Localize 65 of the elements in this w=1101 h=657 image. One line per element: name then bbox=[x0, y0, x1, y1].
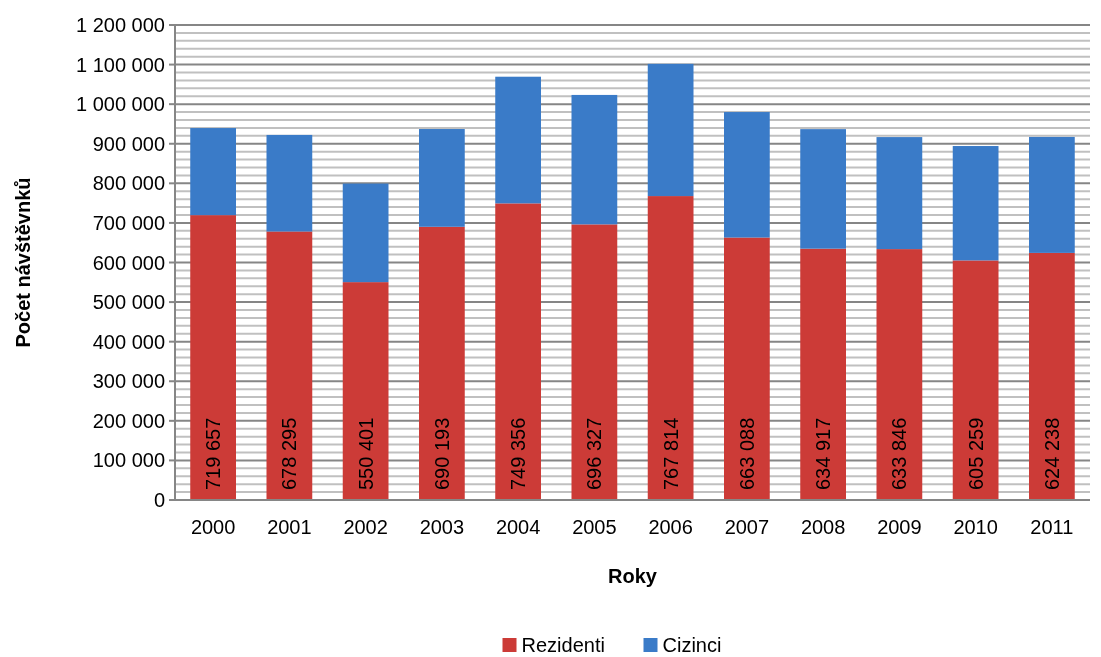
x-tick-label: 2006 bbox=[648, 516, 693, 538]
y-tick-label: 200 000 bbox=[92, 409, 165, 432]
bar bbox=[952, 260, 999, 500]
y-tick-label: 100 000 bbox=[92, 449, 165, 472]
bar bbox=[1029, 136, 1075, 253]
x-tick-label: 2007 bbox=[724, 516, 770, 538]
x-tick-label: 2001 bbox=[267, 516, 312, 538]
y-tick-label: 1 200 000 bbox=[76, 14, 165, 36]
bar bbox=[342, 183, 389, 283]
x-tick-label: 2011 bbox=[1030, 516, 1074, 538]
x-tick-label: 2009 bbox=[877, 516, 922, 538]
bar bbox=[647, 63, 694, 197]
data-label: 696 327 bbox=[583, 417, 606, 490]
bar bbox=[495, 203, 541, 500]
y-tick-label: 400 000 bbox=[92, 330, 165, 353]
bar bbox=[800, 129, 846, 249]
bar bbox=[876, 249, 923, 500]
x-tick-label: 2000 bbox=[190, 516, 236, 538]
data-label: 690 193 bbox=[430, 417, 453, 490]
y-tick-label: 1 100 000 bbox=[76, 53, 165, 76]
x-tick-label: 2003 bbox=[419, 516, 465, 538]
bar bbox=[266, 231, 313, 500]
data-label: 719 657 bbox=[202, 417, 225, 490]
y-tick-label: 500 000 bbox=[92, 291, 165, 314]
data-label: 634 917 bbox=[812, 417, 835, 490]
bar bbox=[724, 112, 770, 238]
x-tick-label: 2004 bbox=[495, 516, 541, 538]
bar bbox=[495, 76, 541, 204]
data-label: 678 295 bbox=[278, 417, 301, 490]
bar bbox=[190, 215, 236, 500]
x-tick-label: 2005 bbox=[572, 516, 617, 538]
data-label: 605 259 bbox=[964, 417, 987, 490]
data-label: 550 401 bbox=[354, 417, 377, 490]
y-axis-title: Počet návštěvnků bbox=[12, 177, 34, 348]
bar bbox=[419, 129, 465, 227]
y-tick-label: 300 000 bbox=[92, 370, 165, 393]
bar bbox=[419, 226, 465, 500]
bar bbox=[647, 196, 694, 500]
y-tick-label: 0 bbox=[153, 489, 165, 511]
legend-label: Rezidenti bbox=[521, 634, 605, 656]
y-tick-label: 800 000 bbox=[92, 172, 165, 195]
data-label: 624 238 bbox=[1040, 417, 1063, 490]
y-tick-label: 700 000 bbox=[92, 211, 165, 234]
bar bbox=[266, 134, 313, 232]
legend-label: Cizinci bbox=[662, 634, 722, 656]
data-label: 749 356 bbox=[507, 417, 530, 490]
bar bbox=[724, 237, 770, 500]
bar bbox=[571, 94, 618, 225]
bar bbox=[1029, 252, 1075, 500]
bar bbox=[190, 128, 236, 216]
x-tick-label: 2002 bbox=[343, 516, 388, 538]
data-label: 663 088 bbox=[735, 417, 758, 490]
bar bbox=[342, 282, 389, 500]
data-label: 633 846 bbox=[888, 417, 911, 490]
x-tick-label: 2010 bbox=[953, 516, 998, 538]
data-label: 767 814 bbox=[659, 417, 682, 490]
y-tick-label: 600 000 bbox=[92, 251, 165, 274]
y-tick-label: 900 000 bbox=[92, 132, 165, 155]
bar bbox=[876, 137, 923, 250]
x-axis-title: Roky bbox=[608, 565, 658, 587]
bar bbox=[800, 248, 846, 500]
y-tick-label: 1 000 000 bbox=[76, 93, 165, 116]
bar bbox=[952, 146, 999, 261]
x-tick-label: 2008 bbox=[800, 516, 846, 538]
bar bbox=[571, 224, 618, 500]
